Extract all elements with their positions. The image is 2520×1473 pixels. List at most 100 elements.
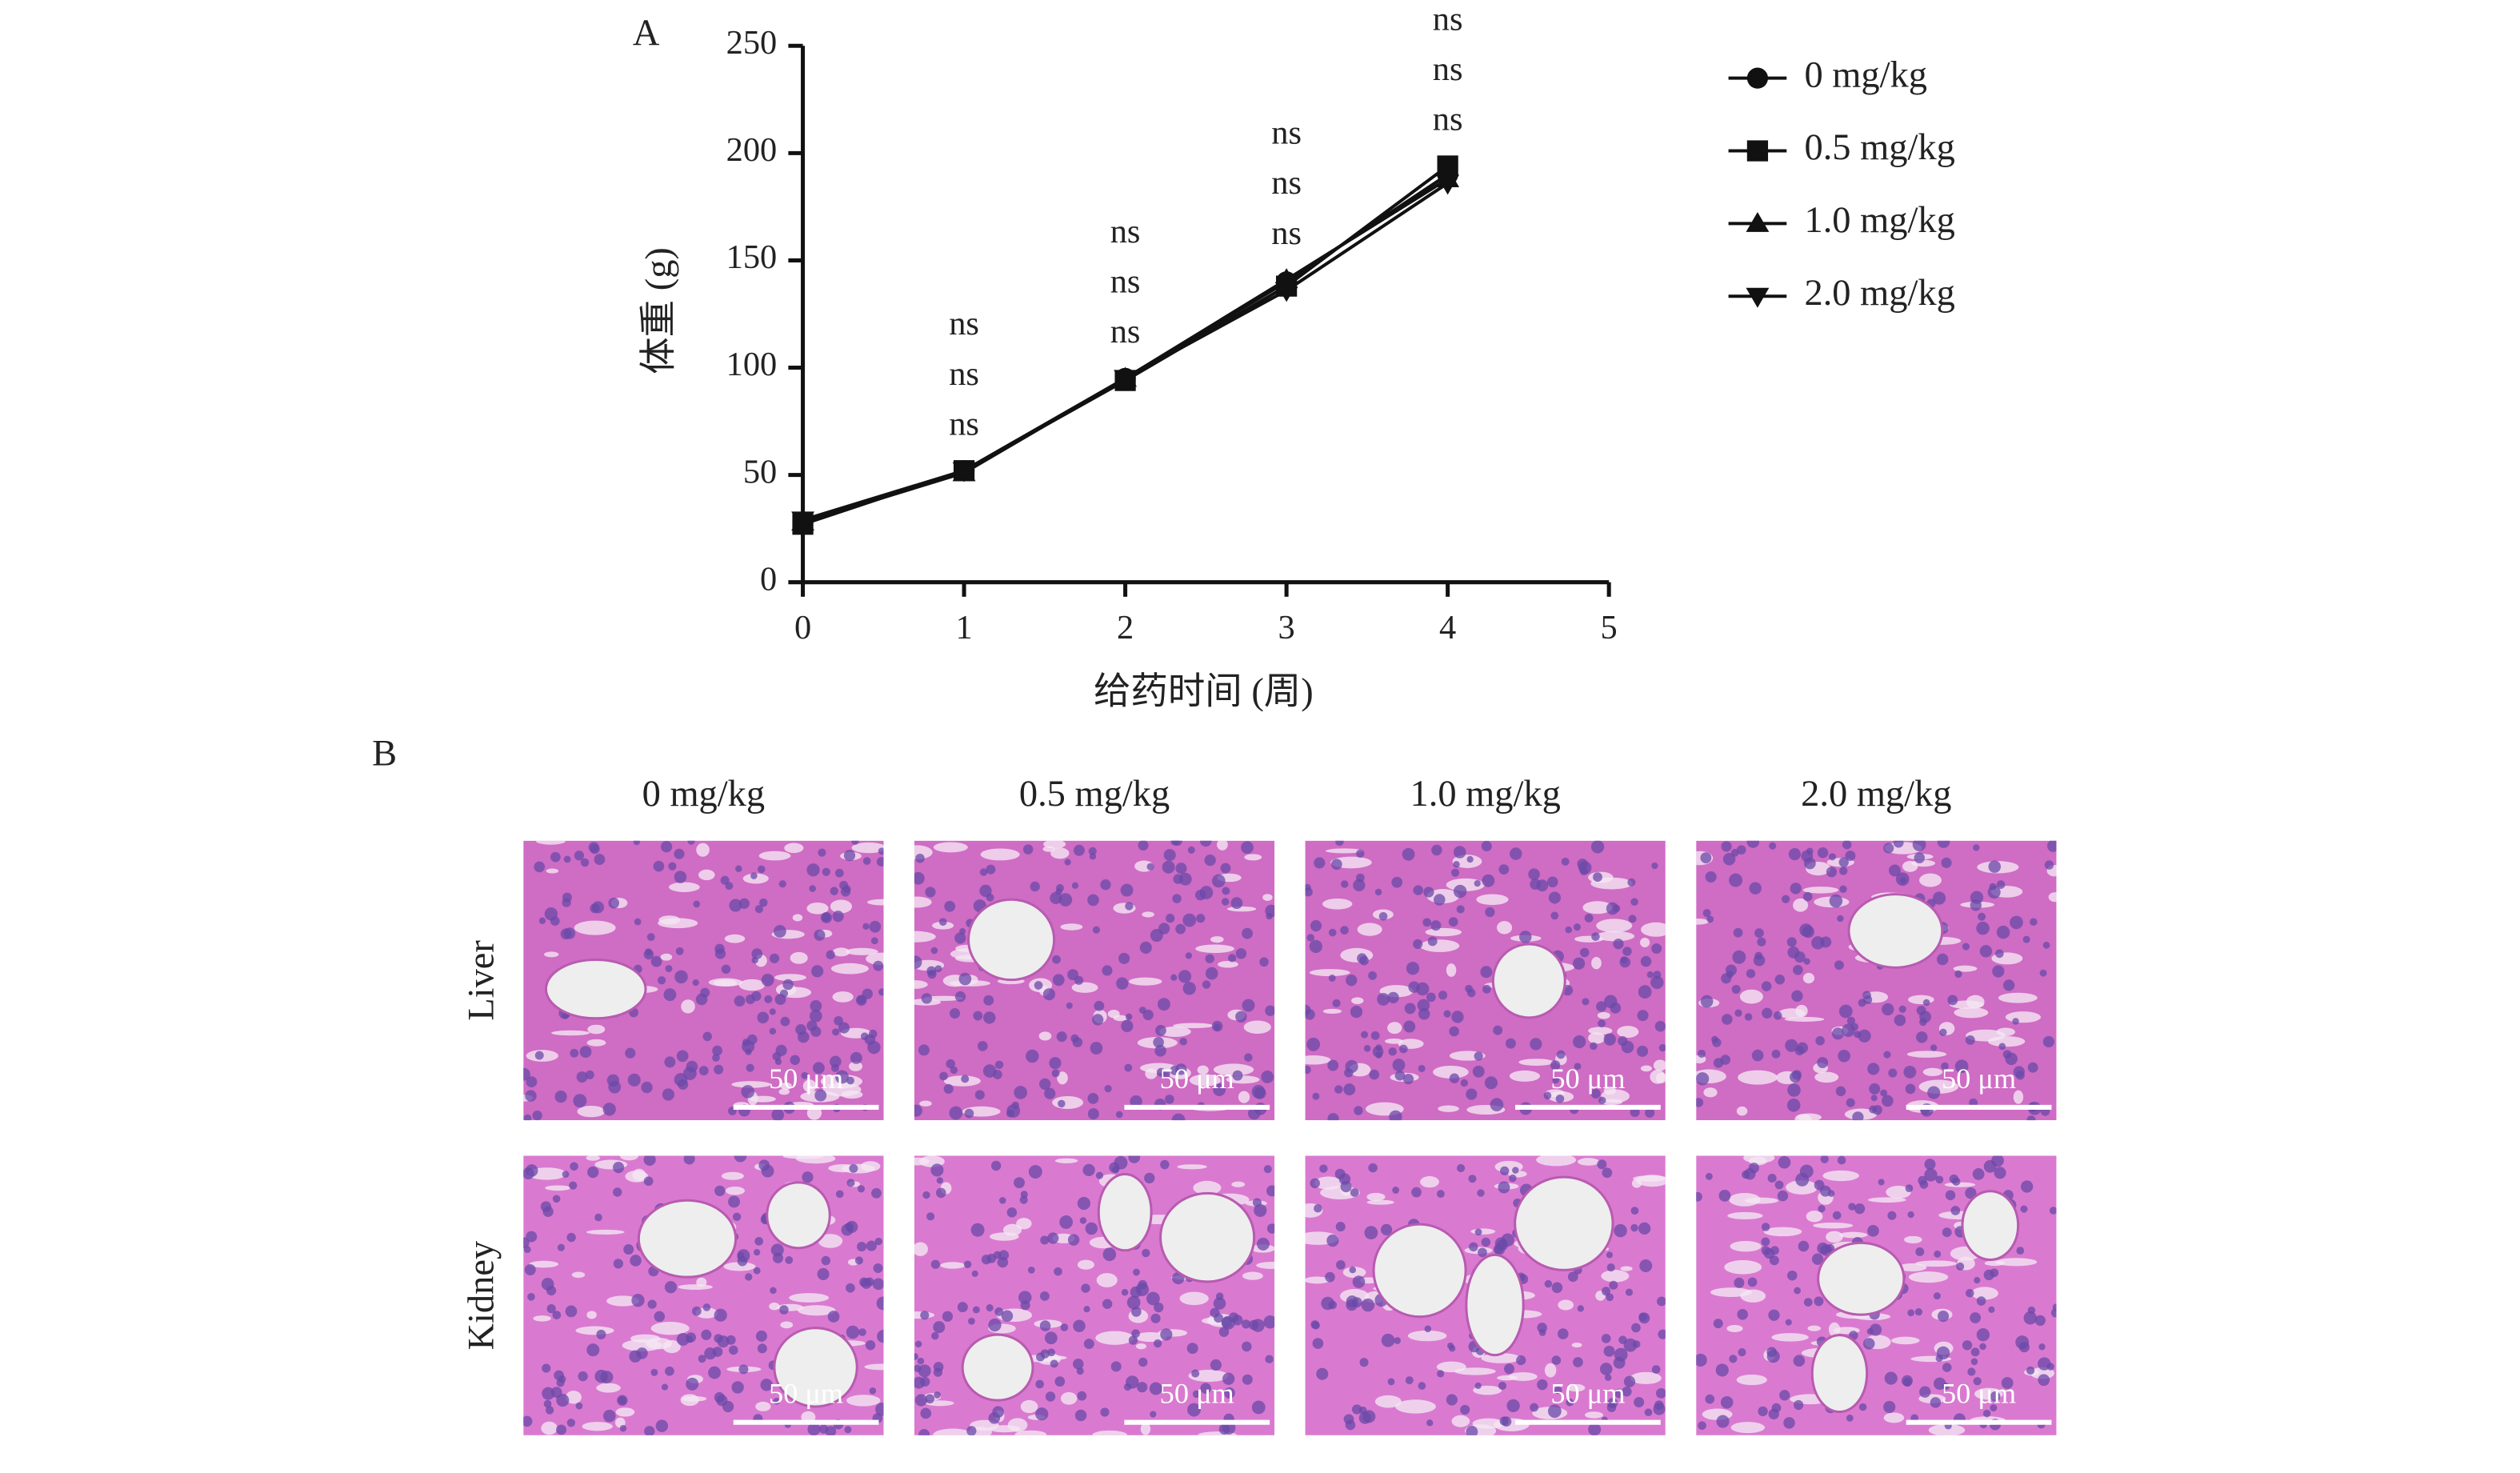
legend-marker [1746,287,1770,308]
tissue-streak [1653,1059,1666,1071]
nucleus [1474,1051,1483,1061]
nucleus [868,1029,878,1039]
lumen [1817,1241,1906,1316]
nucleus [780,1016,790,1027]
nucleus [1820,936,1832,948]
nucleus [1556,1050,1566,1059]
nucleus [1591,932,1600,941]
nucleus [1133,1268,1140,1276]
nucleus [1530,879,1541,890]
nucleus [2046,840,2057,852]
nucleus [926,1212,935,1221]
nucleus [714,1308,727,1322]
nucleus [1332,999,1341,1008]
tissue-streak [546,868,559,874]
tissue-streak [802,1079,817,1093]
nucleus [1942,1363,1952,1372]
nucleus [858,1328,866,1336]
tissue-streak [1366,1199,1394,1205]
nucleus [963,1260,972,1269]
nucleus [1334,1085,1343,1094]
x-tick-label: 3 [1278,609,1295,646]
nucleus [1593,872,1602,883]
nucleus [741,1085,754,1099]
nucleus [1349,1266,1357,1274]
nucleus [1392,1187,1400,1194]
nucleus [1418,1064,1426,1072]
nucleus [1588,1423,1602,1435]
nucleus [1064,859,1071,866]
nucleus [2044,860,2054,870]
tissue-streak [914,896,932,908]
nucleus [1170,974,1178,981]
nucleus [1431,844,1442,856]
tissue-streak [708,978,743,987]
nucleus [1970,1358,1978,1366]
nucleus [1544,1279,1553,1288]
nucleus [1785,1319,1792,1326]
annotation: ns [1433,0,1463,38]
nucleus [1638,1222,1651,1235]
nucleus [1066,1002,1073,1009]
nucleus [1996,925,2010,939]
legend-label: 0 mg/kg [1804,54,1927,95]
tissue-streak [769,1302,780,1311]
nucleus [873,960,884,971]
tissue-streak [1919,873,1942,887]
nucleus [1047,1232,1059,1244]
tissue-streak [1446,963,1457,977]
nucleus [1126,1295,1141,1310]
tissue-streak [545,1185,571,1191]
nucleus [1049,1057,1062,1070]
nucleus [1266,1223,1275,1234]
tissue-streak [586,1311,597,1319]
nucleus [534,861,546,873]
nucleus [846,1076,854,1085]
nucleus [570,1048,579,1058]
nucleus [1089,853,1097,860]
nucleus [814,1089,827,1102]
nucleus [935,1187,946,1199]
nucleus [1651,862,1658,870]
nucleus [773,1398,781,1405]
nucleus [1087,1093,1099,1104]
tissue-streak [658,915,681,925]
nucleus [1484,1076,1498,1090]
nucleus [1434,894,1446,906]
nucleus [1306,1037,1321,1051]
tissue-streak [1995,1258,2038,1267]
tissue-streak [615,1407,635,1417]
nucleus [1606,1403,1617,1412]
nucleus [1954,1059,1969,1074]
nucleus [1460,1404,1470,1415]
nucleus [994,1307,1004,1316]
nucleus [1128,1155,1141,1163]
nucleus [1786,937,1797,947]
tissue-streak [1193,1180,1222,1195]
nucleus [1862,1338,1875,1350]
nucleus [931,1331,939,1340]
nucleus [968,1317,975,1325]
nucleus [1614,1388,1624,1399]
tissue-streak [1778,1008,1806,1019]
nucleus [830,1063,839,1072]
tissue-streak [1425,927,1462,937]
nucleus [1657,1296,1666,1307]
nucleus [634,918,642,926]
nucleus [1426,992,1436,1003]
panel-label: B [372,733,397,774]
nucleus [1512,1167,1519,1174]
nucleus [818,848,826,857]
nucleus [1261,1071,1274,1083]
nucleus [1437,1370,1445,1378]
tissue-streak [1726,1324,1743,1332]
nucleus [1858,1403,1867,1411]
nucleus [693,900,701,908]
nucleus [1100,879,1111,891]
tissue-streak [681,999,695,1014]
nucleus [876,857,884,867]
nucleus [1519,931,1532,943]
nucleus [1204,854,1216,867]
tissue-streak [586,1155,600,1161]
nucleus [1838,857,1849,867]
